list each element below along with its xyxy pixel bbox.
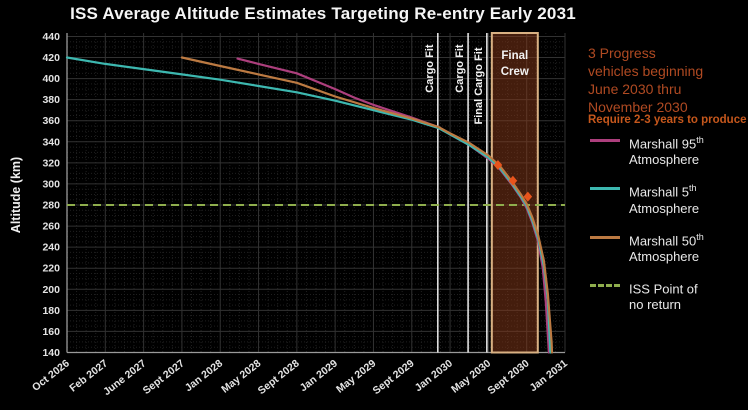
y-tick-label: 360	[42, 115, 60, 127]
x-tick-label: Sept 2030	[486, 357, 532, 397]
x-tick-label: Jan 2028	[183, 357, 225, 394]
x-tick-label: June 2027	[101, 357, 149, 398]
event-label-cargo-fit: Cargo Fit	[454, 44, 466, 93]
legend: Marshall 95th Atmosphere Marshall 5th Atmo…	[590, 132, 746, 325]
x-tick-label: Sept 2028	[256, 357, 302, 397]
final-crew-band	[490, 32, 539, 354]
series-line-marshall-50th-atmosphere	[180, 56, 554, 354]
y-tick-label: 380	[42, 94, 60, 106]
x-tick-label: Sept 2027	[141, 357, 187, 397]
final-crew-band-label: Crew	[501, 66, 529, 78]
x-tick-label: Sept 2029	[371, 357, 417, 397]
y-tick-label: 160	[42, 326, 60, 338]
event-label-final-cargo-fit: Final Cargo Fit	[473, 47, 485, 124]
y-tick-label: 280	[42, 200, 60, 212]
legend-swatch-iss-point-of-no-return	[590, 283, 620, 287]
legend-entry-marshall-50th: Marshall 50th Atmosphere	[590, 229, 746, 265]
legend-swatch-marshall-95th	[590, 139, 620, 142]
progress-vehicles-note: 3 Progress vehicles beginning June 2030 …	[588, 45, 704, 115]
y-tick-label: 240	[42, 242, 60, 254]
y-tick-label: 260	[42, 221, 60, 233]
y-tick-label: 340	[42, 136, 60, 148]
y-tick-label: 300	[42, 178, 60, 190]
legend-label: Marshall 95	[629, 136, 697, 152]
y-tick-label: 180	[42, 305, 60, 317]
legend-entry-marshall-5th: Marshall 5th Atmosphere	[590, 180, 746, 216]
legend-swatch-marshall-5th	[590, 187, 620, 191]
x-tick-label: Jan 2029	[298, 357, 340, 394]
legend-entry-marshall-95th: Marshall 95th Atmosphere	[590, 132, 746, 168]
y-tick-label: 400	[42, 73, 60, 85]
legend-entry-iss-point-of-no-return: ISS Point of no return	[590, 277, 746, 313]
progress-vehicle-marker	[508, 175, 518, 186]
y-tick-label: 440	[42, 31, 60, 43]
x-tick-label: Jan 2031	[527, 357, 569, 394]
x-tick-label: Jan 2030	[413, 357, 455, 394]
y-tick-label: 200	[42, 284, 60, 296]
legend-label: ISS Point of	[629, 281, 698, 297]
y-tick-label: 220	[42, 263, 60, 275]
progress-vehicle-marker	[493, 159, 503, 170]
y-tick-label: 420	[42, 52, 60, 64]
x-tick-label: Oct 2026	[30, 357, 72, 394]
legend-swatch-marshall-50th	[590, 235, 620, 239]
event-label-cargo-fit: Cargo Fit	[424, 44, 436, 93]
chart-title: ISS Average Altitude Estimates Targeting…	[70, 4, 576, 23]
y-tick-label: 140	[42, 347, 60, 359]
produce-time-note: Require 2-3 years to produce	[588, 114, 747, 126]
y-tick-label: 320	[42, 157, 60, 169]
legend-label: Marshall 5	[629, 184, 689, 200]
final-crew-band-label: Final	[501, 50, 528, 62]
progress-vehicle-marker	[523, 191, 533, 202]
legend-label: Marshall 50	[629, 232, 697, 248]
